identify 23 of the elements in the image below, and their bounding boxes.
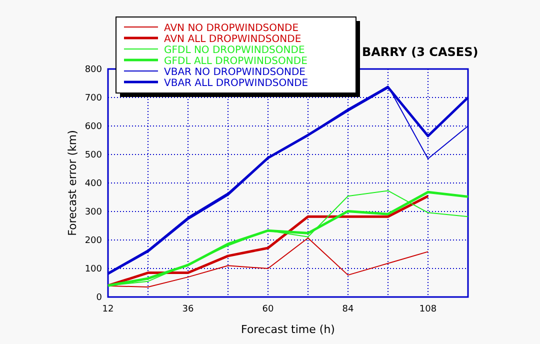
legend-label: AVN NO DROPWINDSONDE [164, 23, 299, 34]
chart-title: BARRY (3 CASES) [362, 45, 478, 59]
x-tick-label: 12 [102, 304, 114, 314]
x-axis-title: Forecast time (h) [241, 323, 335, 336]
legend-label: AVN ALL DROPWINDSONDE [164, 34, 302, 45]
y-tick-label: 200 [84, 236, 102, 246]
legend-label: GFDL NO DROPWINDSONDE [164, 45, 305, 56]
x-tick-label: 60 [262, 304, 274, 314]
legend-label: VBAR NO DROPWINDSONDE [164, 67, 306, 78]
y-tick-label: 500 [84, 150, 102, 160]
x-tick-label: 108 [419, 304, 437, 314]
y-tick-label: 600 [84, 122, 102, 132]
y-axis-title: Forecast error (km) [66, 130, 79, 236]
x-tick-label: 84 [342, 304, 354, 314]
legend-label: GFDL ALL DROPWINDSONDE [164, 56, 308, 67]
y-tick-label: 300 [84, 207, 102, 218]
legend-label: VBAR ALL DROPWINDSONDE [164, 78, 308, 89]
y-tick-label: 400 [84, 178, 102, 189]
y-tick-label: 800 [84, 64, 102, 75]
y-tick-label: 100 [84, 264, 102, 274]
y-tick-label: 0 [96, 292, 102, 303]
x-tick-label: 36 [182, 304, 194, 314]
y-tick-label: 700 [84, 93, 102, 104]
